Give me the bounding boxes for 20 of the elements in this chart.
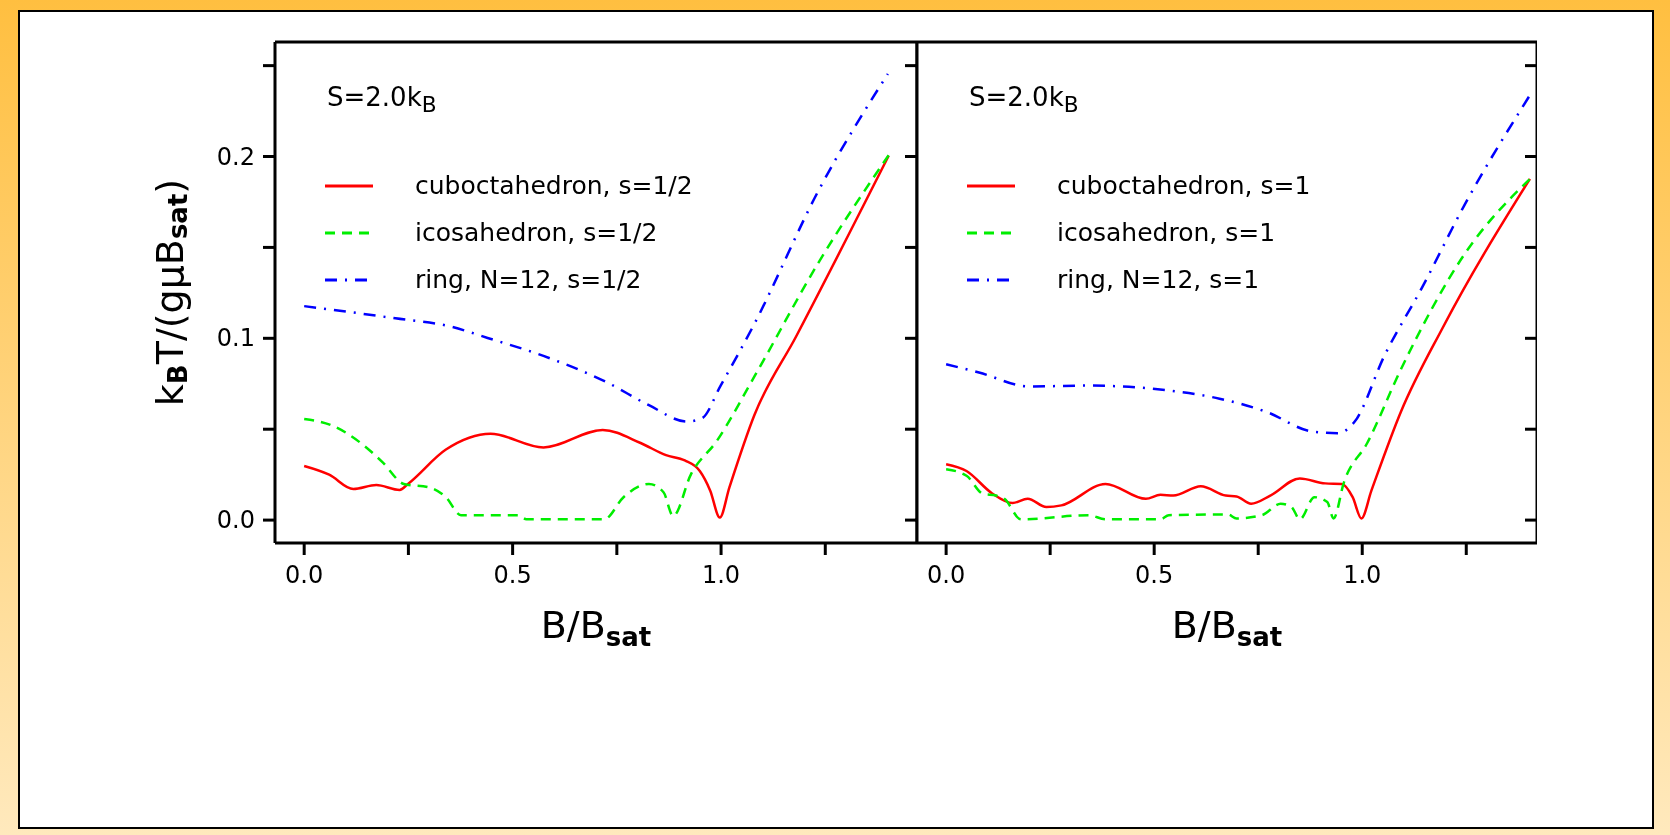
y-tick-label: 0.0 [216,506,255,535]
legend-label: cuboctahedron, s=1 [1057,171,1311,200]
line-series [302,72,890,423]
legend-label: ring, N=12, s=1/2 [415,265,642,294]
x-axis-title: B/B$_{sat}$ [1171,603,1283,652]
annotation: S=2.0k$_{B}$ [969,82,1079,118]
x-tick-label: 0.0 [927,561,966,589]
y-tick-label: 0.2 [216,142,255,171]
x-tick-label: 0.0 [285,561,324,589]
legend-label: icosahedron, s=1/2 [415,218,658,247]
x-axis-title: B/B$_{sat}$ [540,603,652,652]
annotation: S=2.0k$_{B}$ [327,82,437,118]
x-tick-label: 1.0 [1343,561,1382,589]
legend-label: cuboctahedron, s=1/2 [415,171,693,200]
legend-label: icosahedron, s=1 [1057,218,1276,247]
x-tick-label: 1.0 [701,561,741,589]
x-tick-label: 0.5 [493,561,532,589]
x-tick-label: 0.5 [1135,561,1174,589]
y-tick-label: 0.1 [216,324,255,353]
legend-label: ring, N=12, s=1 [1057,265,1260,294]
